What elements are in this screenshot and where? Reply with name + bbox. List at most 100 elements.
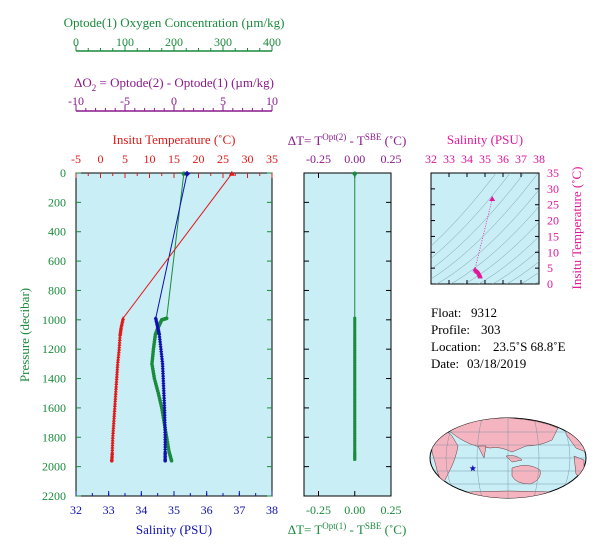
pressure-tick-label: 1800	[42, 430, 66, 444]
salinity-series-point	[161, 391, 166, 396]
ts-temperature-tick-label: 10	[547, 245, 559, 259]
salinity-series-point	[162, 422, 167, 428]
temperature-series-point	[112, 408, 117, 412]
salinity-series-point	[161, 393, 166, 398]
temperature-series-point	[113, 393, 118, 398]
date-value: 03/18/2019	[467, 356, 526, 371]
temperature-series-point	[112, 410, 117, 415]
temperature-series-point	[114, 373, 119, 378]
salinity-series-point	[162, 400, 167, 406]
ts-temperature-title: Insitu Temperature (˚C)	[569, 166, 584, 289]
salinity-series-point	[161, 373, 166, 379]
temperature-series-point	[113, 400, 118, 405]
delta-t-point	[353, 327, 357, 331]
delta-t-point	[353, 316, 357, 320]
temperature-tick-label: 30	[242, 152, 254, 166]
world-map	[429, 417, 587, 499]
temperature-tick-label: 10	[144, 152, 156, 166]
temperature-series-point	[112, 405, 117, 410]
delta-t-bottom-tick-label: 0.25	[381, 503, 402, 517]
delta-t-bottom-tick-label: -0.25	[306, 503, 331, 517]
temperature-tick-label: 5	[122, 152, 128, 166]
temperature-series-point	[111, 422, 116, 427]
salinity-series-point	[163, 432, 168, 438]
salinity-series-point	[162, 413, 167, 418]
salinity-series-point	[162, 408, 167, 413]
ts-point	[489, 196, 496, 202]
salinity-series-point	[163, 444, 168, 450]
delta-t-point	[353, 421, 357, 425]
salinity-axis-title: Salinity (PSU)	[136, 522, 212, 537]
temperature-series-point	[117, 339, 122, 344]
delta-t-point	[353, 435, 357, 439]
temperature-series-point	[117, 344, 122, 349]
delta-t-point	[353, 386, 357, 390]
temperature-series-point	[113, 398, 118, 403]
pressure-tick-label: 1000	[42, 313, 66, 327]
delta-t-point	[353, 457, 357, 461]
temperature-series-point	[116, 356, 121, 361]
ts-salinity-tick-label: 32	[425, 152, 437, 166]
temperature-series-point	[114, 383, 119, 388]
ts-salinity-tick-label: 38	[533, 152, 545, 166]
delta-t-point	[353, 445, 357, 449]
delta-t-point	[353, 367, 357, 371]
pressure-tick-label: 1400	[42, 372, 66, 386]
salinity-series-point	[162, 398, 167, 403]
delta-t-point	[353, 399, 357, 403]
delta-t-point	[353, 384, 357, 388]
temperature-series-point	[110, 444, 115, 449]
salinity-series-point	[163, 458, 167, 463]
float-location-star-icon	[469, 464, 477, 472]
delta-t-point	[353, 350, 357, 354]
salinity-series-point	[162, 415, 167, 420]
delta-t-point	[353, 345, 357, 349]
temperature-series-point	[112, 403, 117, 408]
float-info: Float: 9312 Profile: 303 Location: 23.5˚…	[431, 305, 566, 371]
salinity-tick-label: 38	[266, 503, 278, 517]
temperature-series-point	[111, 420, 116, 425]
pressure-tick-label: 400	[48, 225, 66, 239]
salinity-series-point	[163, 430, 168, 435]
delta-t-point	[353, 355, 357, 359]
delta-t-point	[353, 359, 357, 363]
delta-t-point	[353, 337, 357, 341]
delta-t-top-title: ΔT= TOpt(2) - TSBE (˚C)	[288, 132, 407, 148]
salinity-series-point	[162, 425, 167, 430]
pressure-tick-label: 600	[48, 254, 66, 268]
temperature-tick-label: 15	[168, 152, 180, 166]
ts-temperature-tick-label: 35	[547, 166, 559, 180]
temperature-tick-label: 0	[98, 152, 104, 166]
temperature-series-point	[115, 369, 120, 373]
temperature-series-point	[117, 334, 122, 339]
main-profile-panel: Insitu Temperature (˚C) -5 0 5 10 15 20 25 30 35…	[17, 132, 278, 537]
delta-t-point	[353, 324, 357, 328]
delta-t-point	[353, 428, 357, 432]
delta-t-point	[353, 448, 357, 452]
temperature-series-point	[116, 354, 121, 359]
temperature-tick-label: 20	[193, 152, 205, 166]
salinity-series-point	[161, 371, 166, 376]
delta-t-point	[353, 357, 357, 361]
temperature-tick-label: 25	[217, 152, 229, 166]
ts-salinity-tick-label: 35	[479, 152, 491, 166]
salinity-series-point	[160, 364, 165, 369]
delta-t-point	[353, 340, 357, 344]
salinity-series-point	[160, 366, 165, 371]
delta-t-point	[353, 379, 357, 383]
float-value: 9312	[471, 305, 497, 320]
delta-o2-tick-label: 5	[220, 94, 226, 108]
temperature-series-point	[113, 395, 118, 400]
delta-t-point	[353, 389, 357, 393]
delta-t-point	[353, 401, 357, 405]
delta-t-point	[353, 335, 357, 339]
temperature-series-point	[110, 435, 115, 439]
temperature-series-point	[115, 364, 120, 368]
salinity-tick-label: 33	[103, 503, 115, 517]
main-plot-area	[75, 172, 273, 497]
salinity-series-point	[162, 405, 167, 411]
oxygen-tick-label: 300	[214, 35, 232, 49]
temperature-series-point	[113, 388, 118, 393]
temperature-series-point	[111, 417, 116, 422]
